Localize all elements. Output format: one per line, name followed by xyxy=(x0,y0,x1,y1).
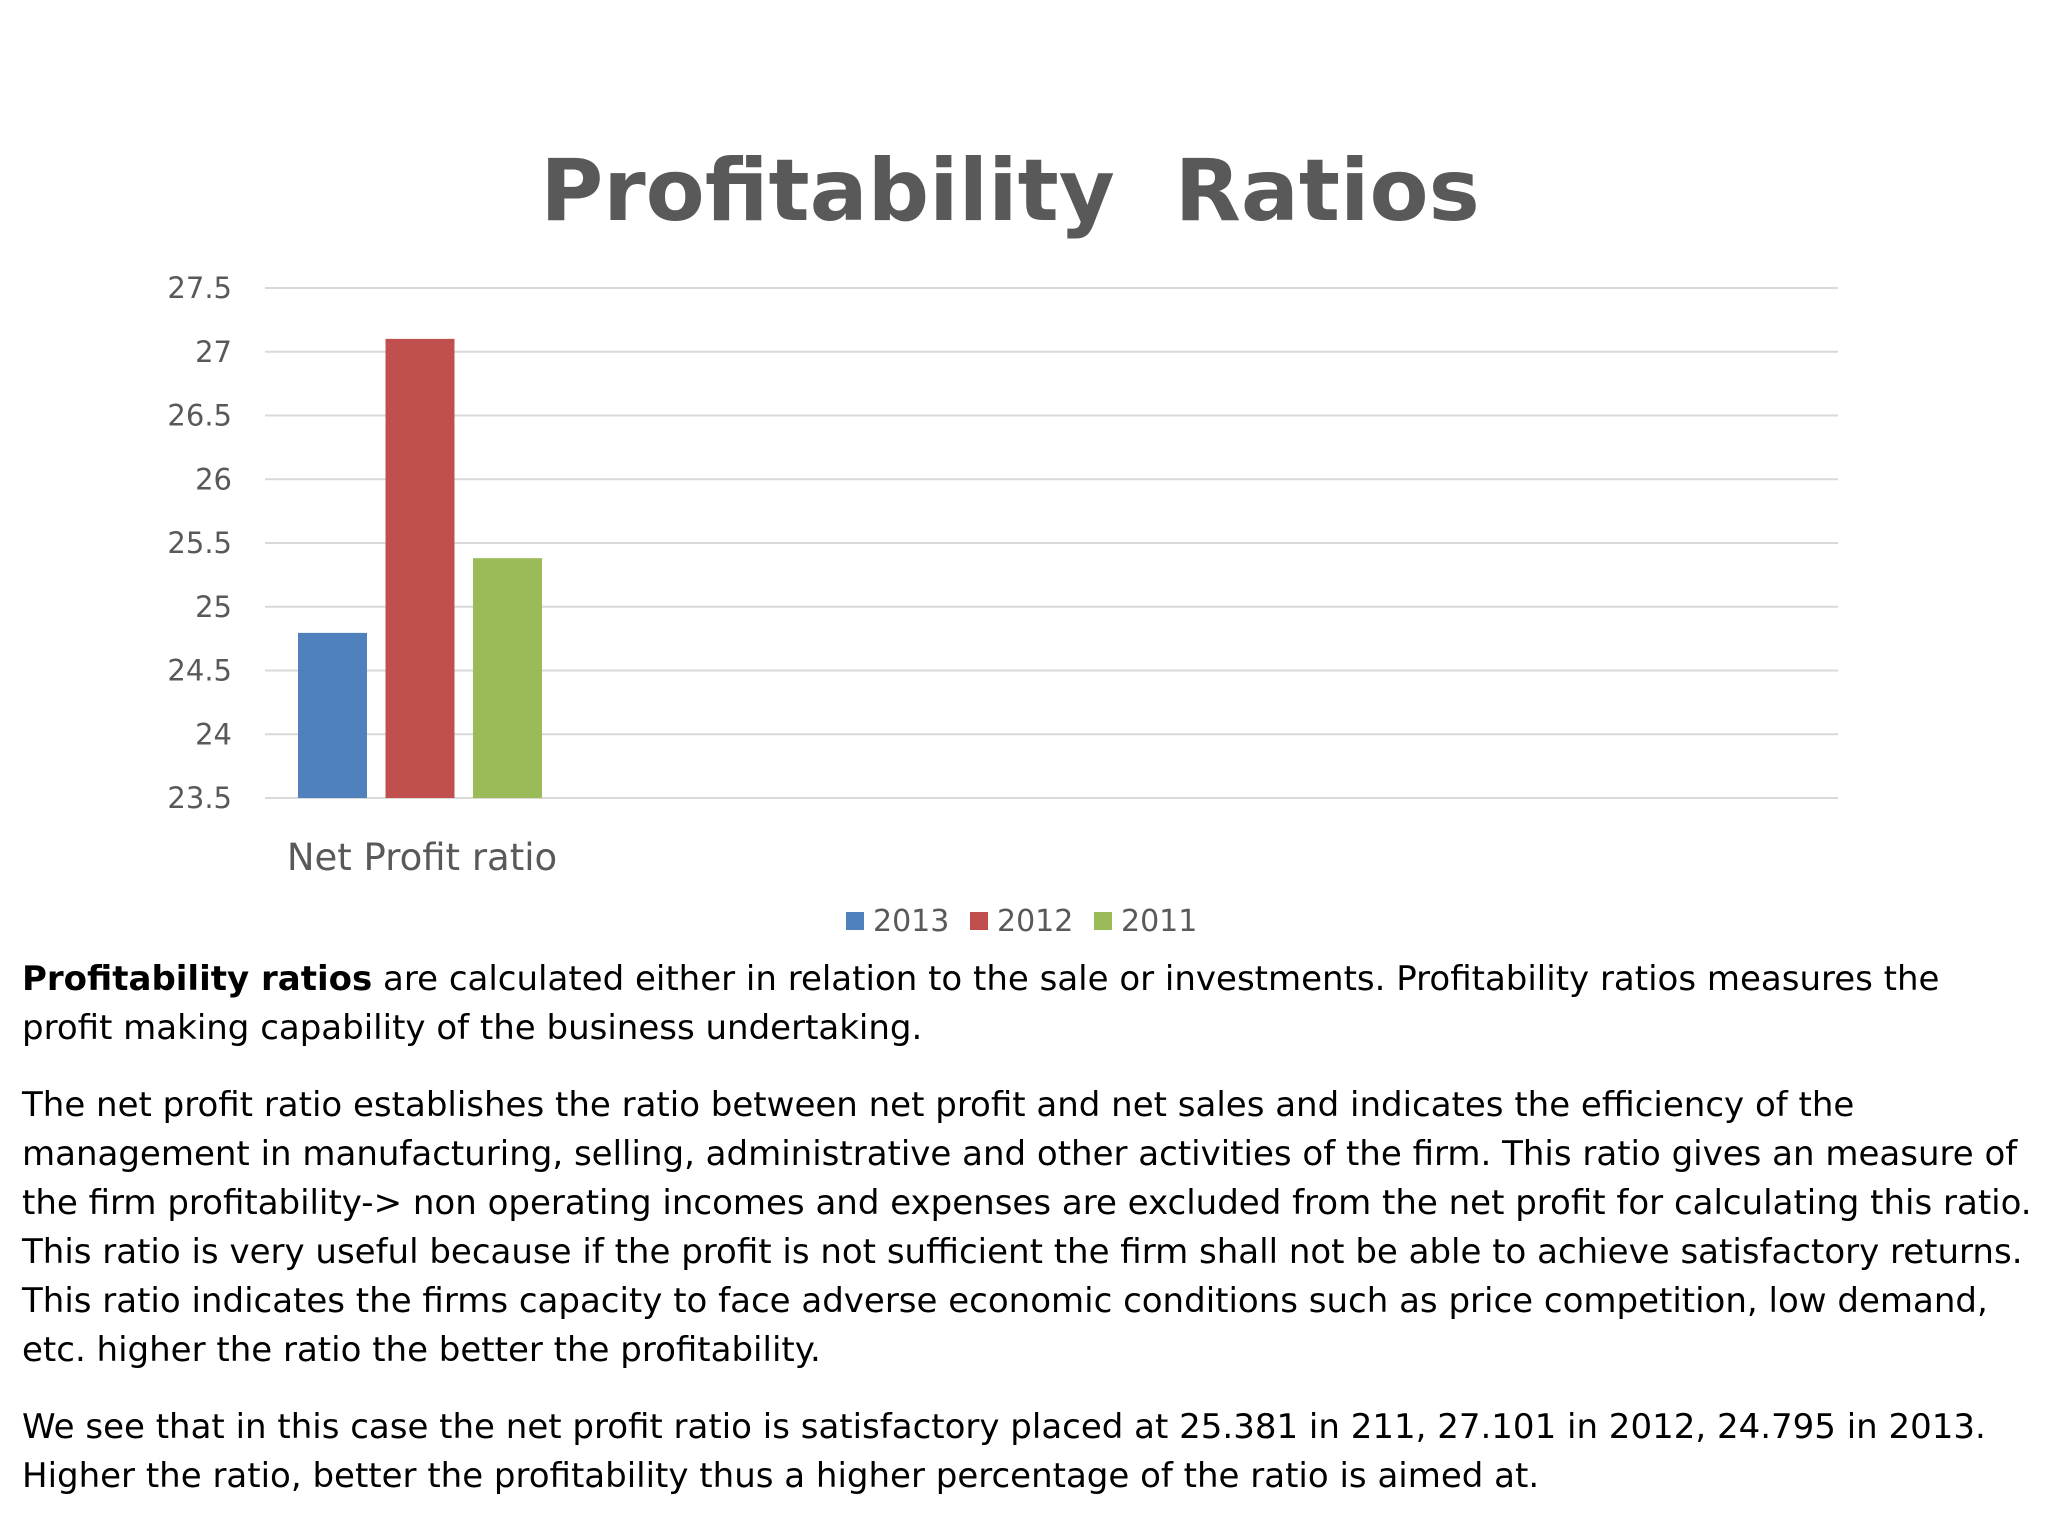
legend-swatch-2012 xyxy=(970,912,988,930)
term-profitability-ratios: Profitability ratios xyxy=(22,959,373,999)
legend-label-2011: 2011 xyxy=(1121,904,1197,939)
y-tick-label: 23.5 xyxy=(167,781,232,815)
category-label: Net Profit ratio xyxy=(287,836,557,879)
y-tick-label: 26 xyxy=(195,462,232,496)
body-text: Profitability ratios are calculated eith… xyxy=(22,955,2032,1529)
y-tick-label: 27.5 xyxy=(167,271,232,305)
y-tick-label: 25.5 xyxy=(167,526,232,560)
y-axis-tick-labels: 27.5 27 26.5 26 25.5 25 24.5 24 23.5 xyxy=(167,271,232,815)
legend: 2013 2012 2011 xyxy=(846,904,1197,939)
legend-label-2013: 2013 xyxy=(873,904,949,939)
legend-swatch-2013 xyxy=(846,912,864,930)
bar-2011 xyxy=(473,558,542,798)
intro-text: are calculated either in relation to the… xyxy=(22,959,1940,1048)
chart-title: Profitability Ratios xyxy=(540,141,1480,241)
y-tick-label: 24 xyxy=(195,717,232,751)
bar-2012 xyxy=(385,338,455,798)
legend-swatch-2011 xyxy=(1094,912,1112,930)
paragraph-intro: Profitability ratios are calculated eith… xyxy=(22,955,2032,1053)
chart: Profitability Ratios 27.52726.52625.5252… xyxy=(167,141,1838,939)
paragraph-conclusion: We see that in this case the net profit … xyxy=(22,1407,1986,1496)
y-tick-label: 26.5 xyxy=(167,399,232,433)
bar-2013 xyxy=(298,632,367,798)
legend-label-2012: 2012 xyxy=(997,904,1073,939)
paragraph-net-profit-ratio: The net profit ratio establishes the rat… xyxy=(22,1085,2032,1370)
y-tick-label: 27 xyxy=(195,335,232,369)
bars xyxy=(298,338,542,798)
y-tick-label: 24.5 xyxy=(167,654,232,688)
y-tick-label: 25 xyxy=(195,590,232,624)
category-labels: Net Profit ratio xyxy=(287,836,557,879)
